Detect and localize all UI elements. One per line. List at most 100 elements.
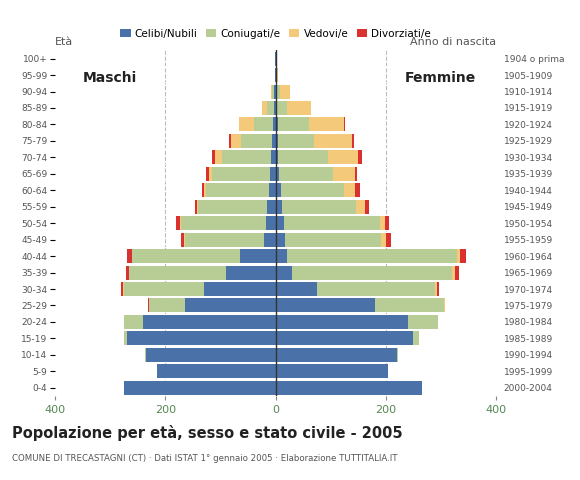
Bar xyxy=(281,183,345,197)
Bar xyxy=(357,200,365,214)
Bar xyxy=(262,101,267,115)
Bar xyxy=(317,282,435,296)
Bar xyxy=(240,249,276,263)
Bar xyxy=(333,167,355,181)
Bar xyxy=(314,134,351,148)
Bar xyxy=(238,118,254,132)
Bar xyxy=(276,364,389,378)
Bar xyxy=(124,282,204,296)
Bar xyxy=(231,134,241,148)
Bar xyxy=(457,249,460,263)
Bar xyxy=(285,233,381,247)
Bar xyxy=(184,233,264,247)
Bar xyxy=(276,216,284,230)
Bar xyxy=(143,315,276,329)
Bar xyxy=(209,167,212,181)
Bar xyxy=(276,249,287,263)
Bar xyxy=(435,282,437,296)
Bar xyxy=(276,299,375,312)
Bar xyxy=(365,200,369,214)
Bar xyxy=(276,315,408,329)
Bar xyxy=(280,167,333,181)
Bar xyxy=(282,200,357,214)
Bar xyxy=(358,150,362,164)
Bar xyxy=(271,150,276,164)
Bar xyxy=(276,101,277,115)
Bar xyxy=(276,331,413,346)
Bar xyxy=(276,200,282,214)
Bar xyxy=(271,84,274,98)
Bar xyxy=(206,167,209,181)
Bar xyxy=(284,216,380,230)
Bar xyxy=(181,233,184,247)
Bar xyxy=(148,299,184,312)
Bar xyxy=(276,167,280,181)
Bar xyxy=(127,249,132,263)
Bar xyxy=(205,183,269,197)
Bar xyxy=(274,84,276,98)
Bar xyxy=(270,167,276,181)
Bar xyxy=(276,118,278,132)
Bar xyxy=(278,150,328,164)
Bar xyxy=(278,134,314,148)
Bar xyxy=(386,233,391,247)
Bar xyxy=(281,84,291,98)
Bar xyxy=(276,233,285,247)
Bar xyxy=(222,150,271,164)
Bar xyxy=(413,331,419,346)
Bar xyxy=(180,216,181,230)
Bar xyxy=(444,299,445,312)
Bar xyxy=(351,134,354,148)
Bar xyxy=(345,183,356,197)
Bar xyxy=(176,216,180,230)
Bar xyxy=(276,282,317,296)
Bar xyxy=(276,381,422,395)
Bar xyxy=(215,150,222,164)
Bar xyxy=(269,183,276,197)
Bar xyxy=(309,118,345,132)
Bar xyxy=(273,118,276,132)
Bar xyxy=(229,134,231,148)
Bar xyxy=(157,364,276,378)
Bar xyxy=(276,134,278,148)
Bar xyxy=(204,183,205,197)
Bar xyxy=(226,265,276,279)
Bar xyxy=(277,101,287,115)
Bar xyxy=(126,265,129,279)
Bar xyxy=(381,233,386,247)
Bar xyxy=(274,101,276,115)
Bar xyxy=(241,134,271,148)
Bar xyxy=(204,282,276,296)
Bar xyxy=(181,216,266,230)
Bar xyxy=(277,84,281,98)
Bar xyxy=(292,265,452,279)
Bar xyxy=(266,216,276,230)
Bar xyxy=(356,183,360,197)
Bar xyxy=(452,265,455,279)
Text: Femmine: Femmine xyxy=(405,72,476,85)
Bar xyxy=(455,265,459,279)
Bar xyxy=(271,134,275,148)
Text: COMUNE DI TRECASTAGNI (CT) · Dati ISTAT 1° gennaio 2005 · Elaborazione TUTTITALI: COMUNE DI TRECASTAGNI (CT) · Dati ISTAT … xyxy=(12,454,397,463)
Bar xyxy=(124,315,143,329)
Bar xyxy=(328,150,358,164)
Bar xyxy=(276,150,278,164)
Legend: Celibi/Nubili, Coniugati/e, Vedovi/e, Divorziati/e: Celibi/Nubili, Coniugati/e, Vedovi/e, Di… xyxy=(116,24,435,43)
Text: Età: Età xyxy=(55,37,73,47)
Bar xyxy=(198,200,267,214)
Bar xyxy=(202,183,204,197)
Bar xyxy=(197,200,198,214)
Bar xyxy=(278,118,309,132)
Text: Anno di nascita: Anno di nascita xyxy=(410,37,496,47)
Bar xyxy=(212,167,270,181)
Bar xyxy=(276,183,281,197)
Bar xyxy=(121,282,124,296)
Bar xyxy=(380,216,385,230)
Bar xyxy=(124,381,276,395)
Bar xyxy=(194,200,197,214)
Bar xyxy=(254,118,273,132)
Bar xyxy=(146,348,276,362)
Bar xyxy=(270,84,271,98)
Bar xyxy=(408,315,438,329)
Bar xyxy=(212,150,215,164)
